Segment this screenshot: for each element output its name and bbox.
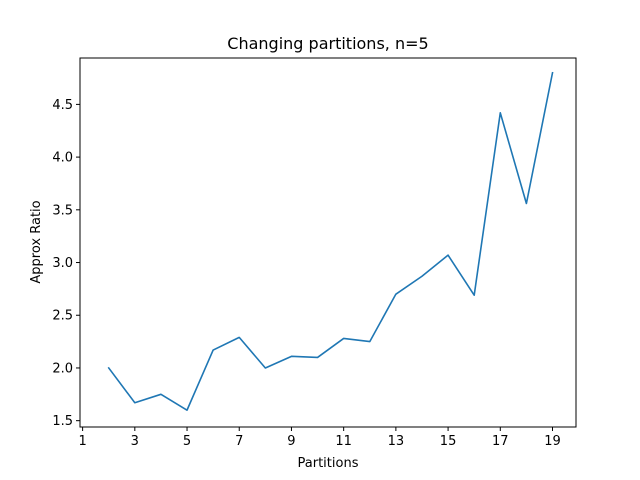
y-tick-label: 1.5 <box>52 414 73 429</box>
plot-frame <box>79 57 577 428</box>
y-axis-label: Approx Ratio <box>29 200 44 283</box>
x-tick-label: 15 <box>440 434 457 449</box>
y-tick-label: 2.0 <box>52 361 73 376</box>
x-tick-label: 3 <box>131 434 139 449</box>
y-tick-label: 4.0 <box>52 151 73 166</box>
x-tick-label: 9 <box>287 434 295 449</box>
x-tick-label: 7 <box>235 434 243 449</box>
y-tick-label: 2.5 <box>52 309 73 324</box>
x-tick-label: 1 <box>78 434 86 449</box>
x-tick-label: 19 <box>544 434 561 449</box>
y-tick-label: 3.5 <box>52 203 73 218</box>
y-tick-label: 4.5 <box>52 98 73 113</box>
y-axis: 1.5 2.0 2.5 3.0 3.5 4.0 4.5 <box>52 98 80 429</box>
chart-title: Changing partitions, n=5 <box>227 34 428 53</box>
x-tick-label: 5 <box>183 434 191 449</box>
x-axis: 1 3 5 7 9 11 13 15 17 19 <box>78 427 561 449</box>
series-layer <box>107 71 554 411</box>
y-tick-label: 3.0 <box>52 256 73 271</box>
x-axis-label: Partitions <box>298 456 359 471</box>
series-line <box>107 71 554 411</box>
x-tick-label: 17 <box>492 434 509 449</box>
x-tick-label: 11 <box>335 434 352 449</box>
x-tick-label: 13 <box>388 434 405 449</box>
